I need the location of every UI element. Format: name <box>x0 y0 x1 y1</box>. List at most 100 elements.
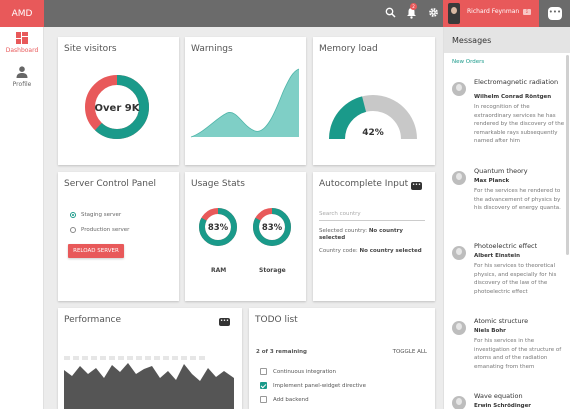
message-author: Erwin Schrödinger <box>474 403 532 409</box>
storage-gauge-fill <box>253 208 291 246</box>
message-body: For the services he rendered to the adva… <box>474 188 561 211</box>
message-item[interactable]: Atomic structure Niels Bohr For his serv… <box>452 318 567 388</box>
storage-label: Storage <box>259 267 286 274</box>
nav-item-dashboard[interactable]: Dashboard <box>0 32 44 54</box>
todo-checkbox[interactable] <box>260 368 267 375</box>
todo-checkbox[interactable] <box>260 396 267 403</box>
gear-icon[interactable] <box>427 7 440 20</box>
card-title: TODO list <box>255 315 298 325</box>
selected-country-label: Selected country: <box>319 228 368 234</box>
message-author: Wilhelm Conrad Röntgen <box>474 94 552 100</box>
radio-staging-server[interactable]: Staging server <box>70 212 121 218</box>
selected-country-value: No country selected <box>319 228 403 241</box>
memory-gauge: 42% <box>329 95 417 139</box>
todo-item[interactable]: Add backend <box>260 396 309 403</box>
todo-checkbox[interactable] <box>260 382 267 389</box>
message-body: In recognition of the extraordinary serv… <box>474 104 565 144</box>
message-author: Max Planck <box>474 178 510 184</box>
gauge-value: 42% <box>362 128 384 138</box>
top-bar: AMD 2 Richard Feynman Σ ••• <box>0 0 570 27</box>
todo-item-label: Add backend <box>273 396 309 403</box>
memory-load-card: Memory load 42% <box>313 37 435 165</box>
country-code-info: Country code: No country selected <box>319 248 429 255</box>
ram-gauge-fill <box>199 208 237 246</box>
message-item[interactable]: Photoelectric effect Albert Einstein For… <box>452 243 567 313</box>
user-name: Richard Feynman <box>467 8 520 15</box>
message-author: Albert Einstein <box>474 253 521 259</box>
message-title: Quantum theory <box>474 167 528 175</box>
radio-button[interactable] <box>70 212 76 218</box>
dashboard-icon <box>16 32 28 44</box>
reload-server-button[interactable]: RELOAD SERVER <box>68 244 124 258</box>
card-title: Autocomplete Input <box>319 179 409 189</box>
warnings-area-chart <box>190 68 300 138</box>
message-item[interactable]: Electromagnetic radiation Wilhelm Conrad… <box>452 79 567 159</box>
server-control-card: Server Control Panel Staging server Prod… <box>58 172 179 301</box>
card-menu-icon[interactable]: ••• <box>411 182 422 190</box>
card-title: Server Control Panel <box>64 179 157 189</box>
message-body: For his services to theoretical physics,… <box>474 263 557 295</box>
brand-logo[interactable]: AMD <box>0 0 44 27</box>
left-nav: Dashboard Profile <box>0 27 44 409</box>
card-title: Usage Stats <box>191 179 245 189</box>
radio-label: Staging server <box>81 212 122 218</box>
todo-item[interactable]: Implement panel-widget directive <box>260 382 366 389</box>
bell-icon[interactable] <box>405 7 418 20</box>
radio-production-server[interactable]: Production server <box>70 227 129 233</box>
avatar <box>452 396 466 409</box>
avatar <box>448 3 460 24</box>
warnings-card: Warnings <box>185 37 306 165</box>
chat-icon[interactable]: ••• <box>548 7 562 20</box>
message-body: For his services in the investigation of… <box>474 338 562 370</box>
todo-remaining: 2 of 3 remaining <box>256 349 307 355</box>
site-visitors-donut: Over 9K <box>85 75 149 139</box>
message-title: Electromagnetic radiation <box>474 78 559 86</box>
radio-button[interactable] <box>70 227 76 233</box>
donut-center-label: Over 9K <box>95 103 141 114</box>
todo-item[interactable]: Continuous integration <box>260 368 336 375</box>
toggle-all-button[interactable]: TOGGLE ALL <box>392 349 427 355</box>
messages-section-label: New Orders <box>452 59 485 65</box>
site-visitors-card: Site visitors Over 9K <box>58 37 179 165</box>
messages-title: Messages <box>452 36 492 45</box>
user-menu[interactable]: Richard Feynman Σ <box>443 0 539 27</box>
autocomplete-card: Autocomplete Input ••• Selected country:… <box>313 172 435 301</box>
country-code-value: No country selected <box>359 248 422 254</box>
message-title: Wave equation <box>474 393 523 400</box>
avatar <box>452 246 466 260</box>
search-icon[interactable] <box>384 7 397 20</box>
avatar <box>452 171 466 185</box>
storage-gauge-value: 83% <box>262 223 283 233</box>
performance-area <box>64 363 234 409</box>
gauge-fill <box>329 96 367 139</box>
performance-card: Performance ••• <box>58 308 242 409</box>
messages-panel: Messages New Orders Electromagnetic radi… <box>443 27 570 409</box>
message-item[interactable]: Wave equation Erwin Schrödinger <box>452 393 567 409</box>
todo-card: TODO list 2 of 3 remaining TOGGLE ALL Co… <box>249 308 435 409</box>
message-author: Niels Bohr <box>474 328 506 334</box>
ram-gauge-value: 83% <box>208 223 229 233</box>
card-menu-icon[interactable]: ••• <box>219 318 230 326</box>
card-title: Warnings <box>191 44 233 54</box>
card-title: Site visitors <box>64 44 117 54</box>
selected-country-info: Selected country: No country selected <box>319 228 429 242</box>
warnings-area <box>191 69 299 137</box>
scrollbar[interactable] <box>566 55 569 255</box>
country-search-input[interactable] <box>319 208 425 221</box>
country-code-label: Country code: <box>319 248 358 254</box>
donut-segment-teal <box>85 75 149 139</box>
usage-gauges: 83% 83% <box>199 208 291 246</box>
message-title: Photoelectric effect <box>474 242 538 250</box>
warnings-line <box>190 68 300 138</box>
ram-label: RAM <box>211 267 227 274</box>
card-title: Memory load <box>319 44 378 54</box>
avatar <box>452 321 466 335</box>
message-item[interactable]: Quantum theory Max Planck For the servic… <box>452 168 567 238</box>
todo-item-label: Continuous integration <box>273 368 337 375</box>
avatar <box>452 82 466 96</box>
todo-item-label: Implement panel-widget directive <box>273 382 366 389</box>
card-title: Performance <box>64 315 122 325</box>
message-title: Atomic structure <box>474 317 529 325</box>
nav-item-profile[interactable]: Profile <box>0 66 44 88</box>
person-icon <box>16 66 28 78</box>
